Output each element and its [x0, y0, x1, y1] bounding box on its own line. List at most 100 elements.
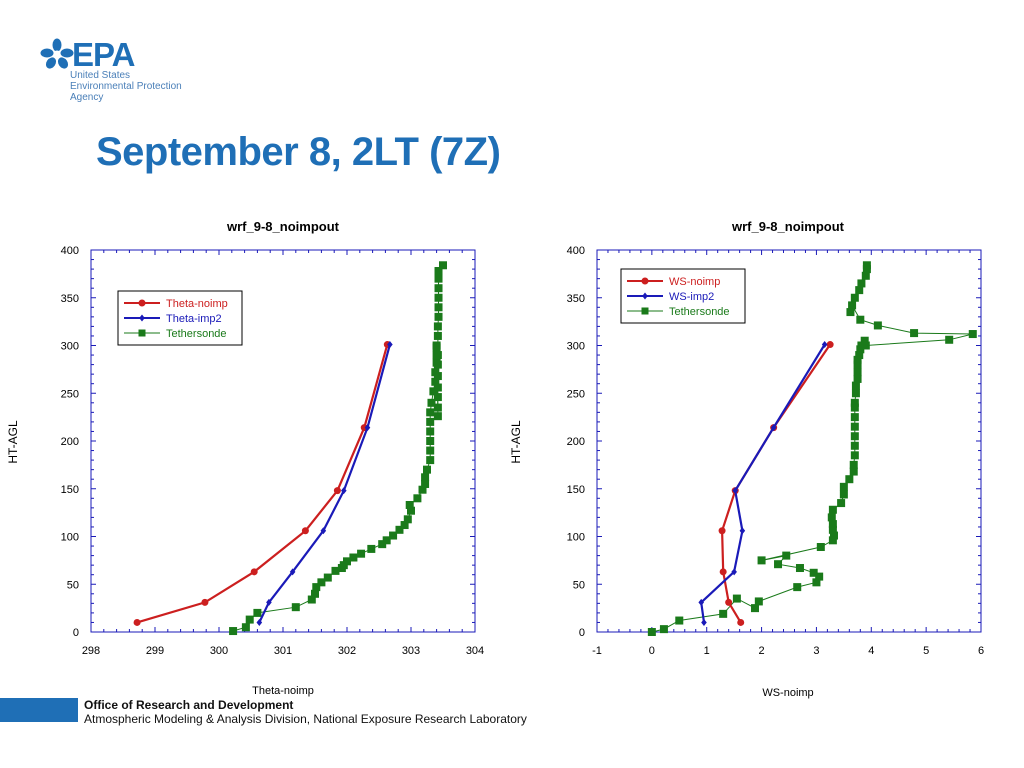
- series-layer: [133, 261, 447, 636]
- data-point-tethersonde: [405, 500, 414, 509]
- data-point-tethersonde: [757, 556, 766, 565]
- y-tick-label: 250: [61, 388, 79, 400]
- footer: Office of Research and Development Atmos…: [84, 698, 527, 726]
- legend-marker-ws-noimp: [641, 277, 649, 285]
- data-point-tethersonde: [853, 374, 862, 383]
- data-point-tethersonde: [423, 465, 431, 474]
- data-point-tethersonde: [395, 525, 404, 534]
- data-point-ws-imp2: [701, 618, 707, 626]
- axis-ticks: 298 299 300 301 302 303 304 0 50 100 150 200 250 300 3…: [61, 245, 485, 657]
- data-point-tethersonde: [432, 341, 441, 350]
- data-point-tethersonde: [853, 355, 862, 364]
- data-point-tethersonde: [426, 437, 435, 445]
- data-point-tethersonde: [434, 284, 443, 293]
- data-point-tethersonde: [433, 331, 442, 340]
- data-point-tethersonde: [855, 286, 864, 295]
- data-point-tethersonde: [434, 303, 443, 312]
- data-point-tethersonde: [312, 583, 321, 592]
- data-point-tethersonde: [850, 451, 859, 460]
- data-point-theta-imp2: [289, 568, 296, 576]
- data-point-theta-imp2: [341, 487, 347, 495]
- x-tick-label: 5: [923, 645, 929, 657]
- data-point-tethersonde: [857, 341, 866, 350]
- y-axis-label: HT-AGL: [6, 420, 20, 464]
- data-point-tethersonde: [675, 616, 684, 625]
- data-point-tethersonde: [853, 368, 862, 377]
- data-point-tethersonde: [849, 467, 858, 476]
- data-point-tethersonde: [853, 360, 862, 369]
- data-point-tethersonde: [860, 336, 869, 345]
- data-point-tethersonde: [945, 335, 954, 344]
- data-point-tethersonde: [413, 494, 422, 503]
- x-tick-label: 2: [759, 645, 765, 657]
- data-point-theta-noimp: [301, 527, 309, 535]
- data-point-tethersonde: [241, 623, 250, 632]
- data-point-tethersonde: [418, 485, 427, 494]
- y-tick-label: 300: [567, 341, 585, 353]
- data-point-theta-noimp: [250, 568, 258, 576]
- data-point-tethersonde: [861, 271, 870, 280]
- data-point-tethersonde: [828, 525, 837, 534]
- data-point-tethersonde: [245, 615, 254, 624]
- page-title: September 8, 2LT (7Z): [96, 130, 501, 174]
- legend-marker-theta-noimp: [138, 299, 146, 307]
- data-point-tethersonde: [433, 360, 442, 369]
- data-point-tethersonde: [856, 315, 865, 324]
- epa-wordmark: EPA: [72, 36, 135, 73]
- data-point-tethersonde: [861, 341, 870, 350]
- y-tick-label: 0: [73, 627, 79, 639]
- data-point-ws-imp2: [731, 568, 737, 576]
- data-point-tethersonde: [968, 330, 977, 339]
- y-tick-label: 200: [567, 436, 585, 448]
- data-point-tethersonde: [426, 417, 435, 426]
- epa-line-2: Environmental Protection: [70, 81, 182, 92]
- data-point-tethersonde: [828, 536, 837, 545]
- data-point-tethersonde: [850, 293, 859, 302]
- y-tick-label: 250: [567, 388, 585, 400]
- data-point-tethersonde: [793, 583, 802, 592]
- data-point-tethersonde: [850, 432, 859, 441]
- data-point-tethersonde: [434, 274, 443, 283]
- data-point-tethersonde: [857, 279, 866, 288]
- data-point-tethersonde: [403, 515, 412, 524]
- wind-speed-profile-chart: wrf_9-8_noimpout HT-AGL WS-noimp -1 0 1 2 3 4…: [509, 219, 984, 699]
- data-point-tethersonde: [400, 521, 409, 530]
- footer-accent-bar: [0, 698, 78, 722]
- data-point-tethersonde: [795, 564, 804, 573]
- x-axis-label: WS-noimp: [762, 687, 813, 699]
- y-tick-label: 400: [61, 245, 79, 257]
- data-point-tethersonde: [782, 551, 791, 560]
- data-point-theta-imp2: [266, 598, 272, 606]
- data-point-tethersonde: [317, 578, 326, 587]
- axis-ticks: -1 0 1 2 3 4 5 6 0 50 100 150 200 250 300 350 400: [567, 245, 984, 657]
- data-point-tethersonde: [382, 536, 391, 545]
- x-tick-label: 4: [868, 645, 874, 657]
- chart-title: wrf_9-8_noimpout: [226, 219, 340, 234]
- data-point-tethersonde: [816, 543, 825, 552]
- epa-line-3: Agency: [70, 92, 104, 103]
- x-tick-label: -1: [592, 645, 602, 657]
- y-tick-label: 400: [567, 245, 585, 257]
- data-point-tethersonde: [311, 589, 319, 598]
- data-point-tethersonde: [850, 422, 859, 431]
- data-point-tethersonde: [421, 479, 430, 488]
- theta-profile-chart: wrf_9-8_noimpout HT-AGL Theta-noimp 298 2…: [6, 219, 485, 697]
- data-point-tethersonde: [851, 381, 860, 390]
- data-point-tethersonde: [357, 549, 366, 558]
- data-point-ws-imp2: [739, 527, 746, 535]
- x-tick-label: 6: [978, 645, 984, 657]
- data-point-tethersonde: [659, 625, 668, 634]
- legend-label-ws-noimp: WS-noimp: [669, 276, 720, 288]
- legend-label-theta-noimp: Theta-noimp: [166, 298, 228, 310]
- data-point-tethersonde: [349, 553, 358, 562]
- data-point-tethersonde: [307, 595, 316, 604]
- data-point-tethersonde: [873, 321, 882, 330]
- data-point-tethersonde: [827, 513, 836, 522]
- series-line-theta-noimp: [136, 344, 389, 624]
- data-point-tethersonde: [850, 398, 859, 407]
- x-tick-label: 304: [466, 645, 484, 657]
- data-point-tethersonde: [845, 475, 854, 484]
- data-point-tethersonde: [862, 261, 871, 270]
- footer-org: Office of Research and Development: [84, 698, 294, 712]
- data-point-tethersonde: [433, 393, 442, 402]
